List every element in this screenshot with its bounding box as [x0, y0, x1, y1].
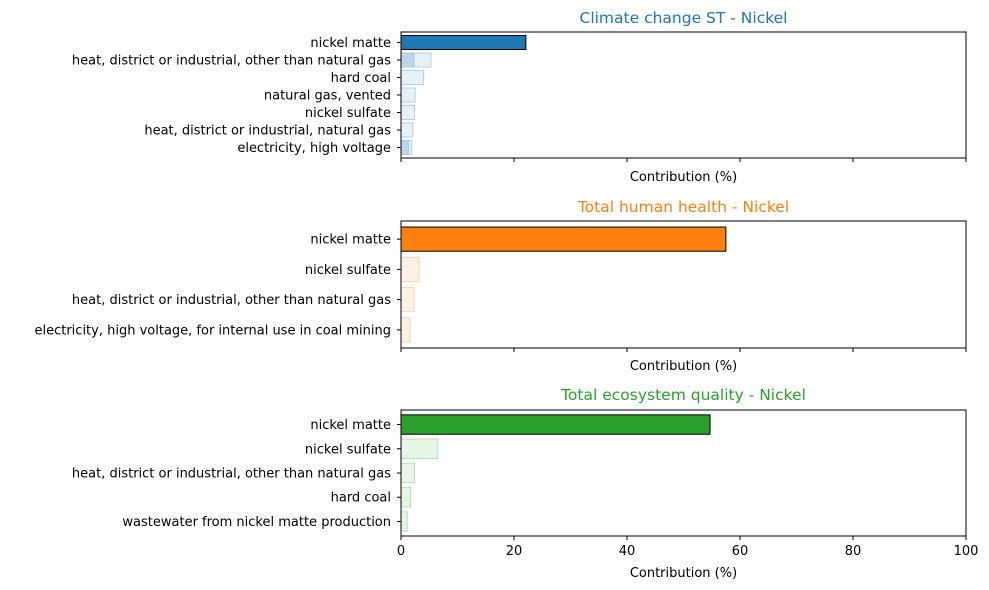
bar — [400, 87, 416, 103]
x-axis-label: Contribution (%) — [630, 359, 737, 374]
chart-title: Total ecosystem quality - Nickel — [560, 386, 806, 404]
bar — [400, 287, 415, 313]
category-label: nickel matte — [310, 36, 391, 51]
bar — [400, 35, 527, 50]
plot-frame — [400, 220, 967, 349]
x-axis-label: Contribution (%) — [630, 170, 737, 185]
category-label: heat, district or industrial, natural ga… — [144, 124, 391, 139]
x-axis-label: Contribution (%) — [630, 566, 737, 581]
bar — [400, 122, 414, 138]
bar-overlay — [400, 52, 415, 68]
category-label: heat, district or industrial, other than… — [72, 293, 391, 308]
plot-frame — [400, 31, 967, 159]
bar — [400, 462, 416, 484]
category-label: heat, district or industrial, other than… — [72, 54, 391, 69]
bar — [400, 256, 420, 282]
bar-overlay — [400, 140, 409, 155]
chart-title: Total human health - Nickel — [577, 198, 789, 216]
category-label: hard coal — [331, 71, 391, 86]
bar — [400, 511, 408, 532]
bar — [400, 105, 416, 120]
category-label: nickel sulfate — [305, 106, 391, 121]
category-label: electricity, high voltage — [237, 141, 391, 156]
bar — [400, 438, 439, 459]
x-tick-label: 0 — [397, 544, 405, 559]
x-tick-label: 40 — [619, 544, 636, 559]
bar — [400, 414, 711, 435]
bar — [400, 70, 425, 85]
category-label: nickel sulfate — [305, 442, 391, 457]
x-tick-label: 60 — [732, 544, 749, 559]
category-label: electricity, high voltage, for internal … — [34, 323, 391, 338]
chart-title: Climate change ST - Nickel — [580, 9, 788, 27]
category-label: nickel matte — [310, 233, 391, 248]
category-label: heat, district or industrial, other than… — [72, 467, 391, 482]
x-tick-label: 80 — [845, 544, 862, 559]
bar — [400, 226, 727, 252]
category-label: hard coal — [331, 491, 391, 506]
category-label: nickel sulfate — [305, 263, 391, 278]
bar — [400, 317, 411, 343]
plot-frame — [400, 409, 967, 537]
category-label: nickel matte — [310, 418, 391, 433]
x-tick-label: 100 — [954, 544, 979, 559]
category-label: natural gas, vented — [264, 89, 391, 104]
bar — [400, 487, 412, 508]
category-label: wastewater from nickel matte production — [122, 515, 391, 530]
x-tick-label: 20 — [506, 544, 523, 559]
